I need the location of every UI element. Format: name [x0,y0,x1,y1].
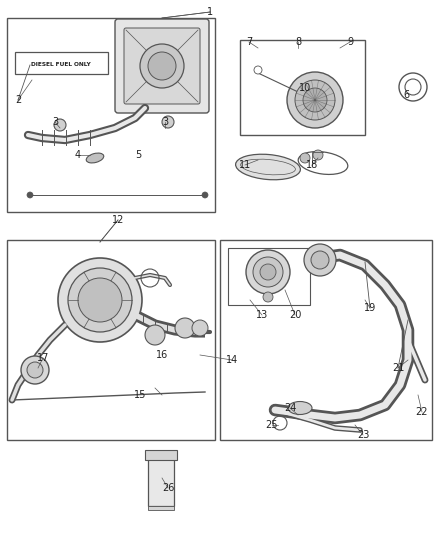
Circle shape [27,362,43,378]
Text: 11: 11 [239,160,251,170]
FancyBboxPatch shape [124,28,200,104]
Text: 12: 12 [112,215,124,225]
Text: 10: 10 [299,83,311,93]
Circle shape [300,153,310,163]
Ellipse shape [86,153,104,163]
Text: 6: 6 [403,90,409,100]
Circle shape [192,320,208,336]
Ellipse shape [236,154,300,180]
Bar [7,18,215,212]
Text: 20: 20 [289,310,301,320]
Bar [240,40,365,135]
Circle shape [175,318,195,338]
Text: 2: 2 [15,95,21,105]
Bar [148,506,174,510]
Bar [145,450,177,460]
Text: 3: 3 [52,117,58,127]
Text: DIESEL FUEL ONLY: DIESEL FUEL ONLY [31,61,91,67]
Text: 16: 16 [156,350,168,360]
Circle shape [54,119,66,131]
Text: 23: 23 [357,430,369,440]
Text: 17: 17 [37,353,49,363]
Circle shape [58,258,142,342]
Bar [148,456,174,506]
Circle shape [145,325,165,345]
Text: 22: 22 [416,407,428,417]
Text: 8: 8 [295,37,301,47]
Text: 13: 13 [256,310,268,320]
Circle shape [303,88,327,112]
Circle shape [304,244,336,276]
Circle shape [162,116,174,128]
Text: 21: 21 [392,363,404,373]
Circle shape [27,192,33,198]
Circle shape [253,257,283,287]
Text: 24: 24 [284,403,296,413]
Circle shape [140,44,184,88]
Text: 26: 26 [162,483,174,493]
Ellipse shape [288,401,312,415]
Circle shape [202,192,208,198]
Text: 7: 7 [246,37,252,47]
Circle shape [311,251,329,269]
Bar [7,240,215,440]
Text: 3: 3 [162,117,168,127]
Circle shape [260,264,276,280]
Bar [220,240,432,440]
Text: 25: 25 [266,420,278,430]
Circle shape [68,268,132,332]
FancyBboxPatch shape [115,19,209,113]
Bar [15,52,108,74]
Circle shape [254,66,262,74]
Text: 18: 18 [306,160,318,170]
Circle shape [295,80,335,120]
Text: 14: 14 [226,355,238,365]
Circle shape [21,356,49,384]
Circle shape [313,150,323,160]
Circle shape [246,250,290,294]
Text: 5: 5 [135,150,141,160]
Text: 9: 9 [347,37,353,47]
Circle shape [148,52,176,80]
Text: 19: 19 [364,303,376,313]
Text: 1: 1 [207,7,213,17]
Circle shape [78,278,122,322]
Text: 15: 15 [134,390,146,400]
Bar [228,248,310,305]
Text: 4: 4 [75,150,81,160]
Circle shape [263,292,273,302]
Circle shape [287,72,343,128]
